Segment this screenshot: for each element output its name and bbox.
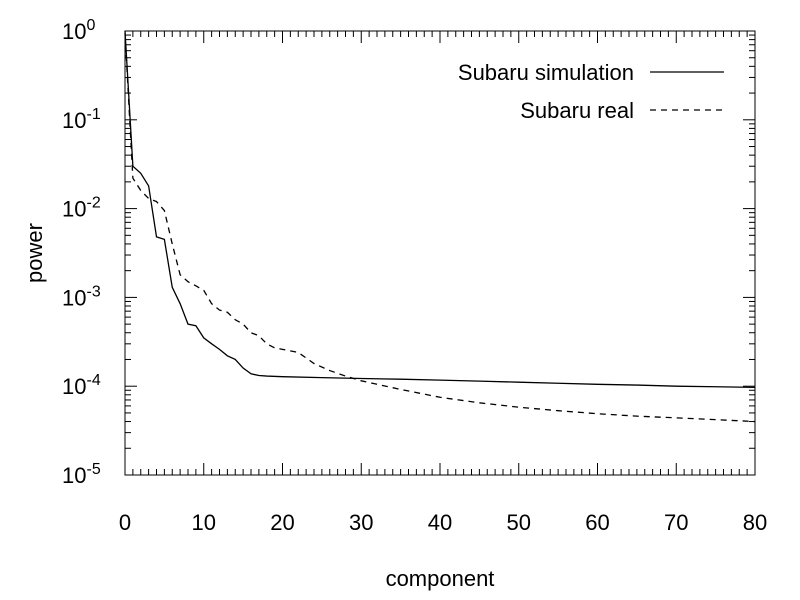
x-tick-label: 0 bbox=[119, 510, 131, 535]
x-tick-label: 10 bbox=[192, 510, 216, 535]
x-axis-title: component bbox=[386, 566, 495, 591]
y-tick-label: 10-1 bbox=[62, 106, 101, 133]
x-tick-label: 50 bbox=[507, 510, 531, 535]
y-tick-label: 10-4 bbox=[62, 372, 101, 399]
x-tick-label: 30 bbox=[349, 510, 373, 535]
y-tick-label: 10-2 bbox=[62, 195, 101, 222]
legend: Subaru simulation Subaru real bbox=[458, 60, 724, 123]
y-tick-label: 10-5 bbox=[62, 461, 101, 488]
y-axis-title: power bbox=[22, 223, 47, 283]
x-tick-label: 80 bbox=[743, 510, 767, 535]
y-tick-labels: 100 10-1 10-2 10-3 10-4 10-5 bbox=[62, 17, 101, 488]
x-tick-label: 70 bbox=[664, 510, 688, 535]
legend-label: Subaru simulation bbox=[458, 60, 634, 85]
y-tick-label: 10-3 bbox=[62, 283, 101, 310]
series-line-subaru-simulation bbox=[124, 30, 756, 389]
x-tick-labels: 0 10 20 30 40 50 60 70 80 bbox=[119, 510, 767, 535]
y-tick-label: 100 bbox=[62, 17, 95, 44]
series-line-subaru-real bbox=[124, 32, 756, 423]
plot-frame bbox=[124, 30, 756, 476]
x-tick-label: 60 bbox=[585, 510, 609, 535]
x-tick-label: 20 bbox=[270, 510, 294, 535]
x-tick-label: 40 bbox=[428, 510, 452, 535]
series-lines bbox=[124, 30, 756, 423]
axis-ticks bbox=[124, 30, 756, 476]
legend-label: Subaru real bbox=[520, 98, 634, 123]
